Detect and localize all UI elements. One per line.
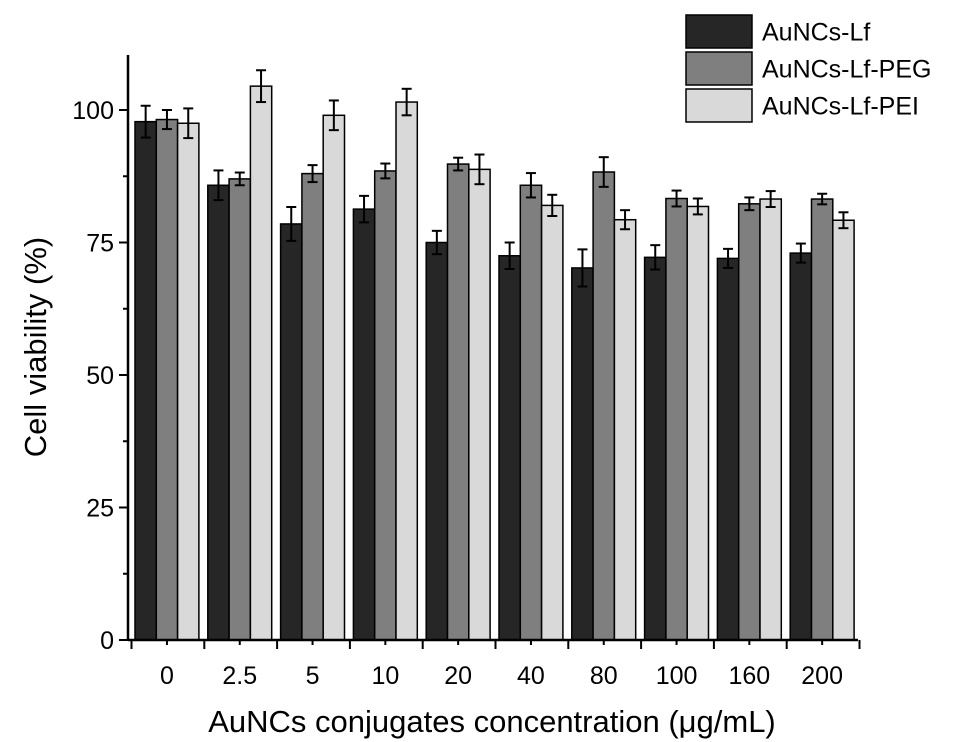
bar-auncs-lf-20 [425, 241, 449, 641]
error-bar-auncs-lf-pei-20 [474, 153, 485, 186]
bar-auncs-lf-200 [789, 252, 813, 641]
bar-auncs-lf-peg-160 [737, 203, 761, 641]
y-tick-label: 75 [86, 230, 114, 258]
x-axis-title: AuNCs conjugates concentration (μg/mL) [208, 704, 776, 739]
bars-layer [134, 85, 855, 641]
bar-auncs-lf-peg-200 [810, 198, 834, 641]
y-tick-label: 0 [100, 627, 114, 655]
error-bar-auncs-lf-peg-40 [525, 172, 536, 199]
error-bar-auncs-lf-10 [359, 194, 370, 224]
legend-swatch-auncs-lf-pei [685, 88, 753, 123]
bar-auncs-lf-pei-0 [176, 122, 200, 641]
y-tick-label: 50 [86, 362, 114, 390]
legend-swatch-auncs-lf [685, 14, 753, 49]
error-bar-auncs-lf-20 [431, 229, 442, 256]
bar-auncs-lf-pei-40 [540, 204, 564, 641]
bar-auncs-lf-160 [716, 257, 740, 641]
bar-auncs-lf-pei-10 [395, 101, 419, 641]
error-bar-auncs-lf-pei-200 [838, 211, 849, 230]
x-tick-label: 100 [656, 662, 698, 690]
bar-auncs-lf-pei-2.5 [249, 85, 273, 641]
bar-auncs-lf-peg-20 [446, 163, 470, 641]
error-bar-auncs-lf-80 [577, 248, 588, 288]
y-tick-label: 25 [86, 495, 114, 523]
error-bar-auncs-lf-200 [795, 242, 806, 264]
error-bar-auncs-lf-100 [650, 244, 661, 271]
x-tick-label: 80 [590, 662, 618, 690]
error-bar-auncs-lf-pei-40 [547, 193, 558, 217]
error-bar-auncs-lf-peg-10 [380, 162, 391, 180]
error-bar-auncs-lf-peg-5 [307, 164, 318, 184]
bar-auncs-lf-40 [498, 255, 522, 641]
error-bar-auncs-lf-160 [723, 247, 734, 269]
x-tick-label: 2.5 [222, 662, 257, 690]
error-bar-auncs-lf-pei-5 [328, 99, 339, 132]
bar-auncs-lf-peg-40 [519, 184, 543, 641]
y-axis-title: Cell viability (%) [18, 237, 53, 457]
bar-auncs-lf-5 [279, 223, 303, 641]
error-bar-auncs-lf-peg-100 [671, 189, 682, 208]
legend: AuNCs-Lf AuNCs-Lf-PEG AuNCs-Lf-PEI [685, 14, 931, 123]
error-bar-auncs-lf-pei-80 [620, 209, 631, 231]
bar-auncs-lf-peg-80 [592, 171, 616, 641]
x-tick-label: 200 [801, 662, 843, 690]
x-tick-label: 5 [306, 662, 320, 690]
error-bar-auncs-lf-5 [286, 205, 297, 242]
error-bar-auncs-lf-peg-20 [453, 156, 464, 172]
bar-auncs-lf-pei-200 [832, 219, 855, 641]
bar-auncs-lf-peg-100 [665, 197, 688, 641]
error-bar-auncs-lf-peg-2.5 [234, 171, 245, 187]
error-bar-auncs-lf-pei-2.5 [256, 69, 267, 104]
bar-auncs-lf-peg-2.5 [228, 178, 252, 641]
error-bar-auncs-lf-40 [504, 241, 515, 270]
error-bar-auncs-lf-pei-100 [692, 197, 703, 216]
legend-swatch-auncs-lf-peg [685, 51, 753, 86]
bar-auncs-lf-80 [571, 267, 594, 641]
bar-auncs-lf-10 [352, 208, 376, 641]
error-bar-auncs-lf-peg-0 [161, 109, 172, 131]
bar-auncs-lf-0 [134, 120, 158, 641]
y-ticks-layer: 0 25 50 75 100 [72, 97, 128, 655]
legend-label-auncs-lf-peg: AuNCs-Lf-PEG [762, 56, 931, 84]
bar-auncs-lf-pei-20 [468, 168, 491, 641]
error-bar-auncs-lf-peg-200 [817, 192, 828, 206]
error-bar-auncs-lf-peg-80 [598, 156, 609, 188]
bar-auncs-lf-pei-160 [759, 198, 783, 641]
error-bar-auncs-lf-peg-160 [744, 196, 755, 212]
bar-auncs-lf-2.5 [207, 184, 230, 641]
bar-auncs-lf-pei-80 [613, 218, 637, 641]
bar-auncs-lf-peg-5 [301, 172, 324, 641]
bar-auncs-lf-peg-0 [155, 118, 179, 641]
error-bar-auncs-lf-0 [140, 104, 151, 139]
x-tick-label: 0 [160, 662, 174, 690]
x-ticks-layer: 0 2.5 5 10 20 40 80 100 160 200 [130, 640, 861, 690]
x-tick-label: 10 [371, 662, 399, 690]
error-bar-auncs-lf-pei-10 [401, 87, 412, 117]
bar-auncs-lf-100 [643, 256, 667, 641]
bar-auncs-lf-pei-5 [322, 114, 346, 641]
error-bar-auncs-lf-pei-0 [183, 107, 194, 140]
x-tick-label: 20 [444, 662, 472, 690]
y-tick-label: 100 [72, 97, 114, 125]
axes-layer [126, 55, 858, 642]
x-tick-label: 160 [728, 662, 770, 690]
error-bar-auncs-lf-pei-160 [765, 190, 776, 208]
legend-label-auncs-lf: AuNCs-Lf [762, 19, 870, 47]
legend-label-auncs-lf-pei: AuNCs-Lf-PEI [762, 93, 919, 121]
error-bar-auncs-lf-2.5 [213, 169, 224, 202]
bar-auncs-lf-peg-10 [373, 170, 397, 641]
bar-auncs-lf-pei-100 [686, 205, 710, 641]
x-tick-label: 40 [517, 662, 545, 690]
error-bars-layer [140, 69, 849, 288]
